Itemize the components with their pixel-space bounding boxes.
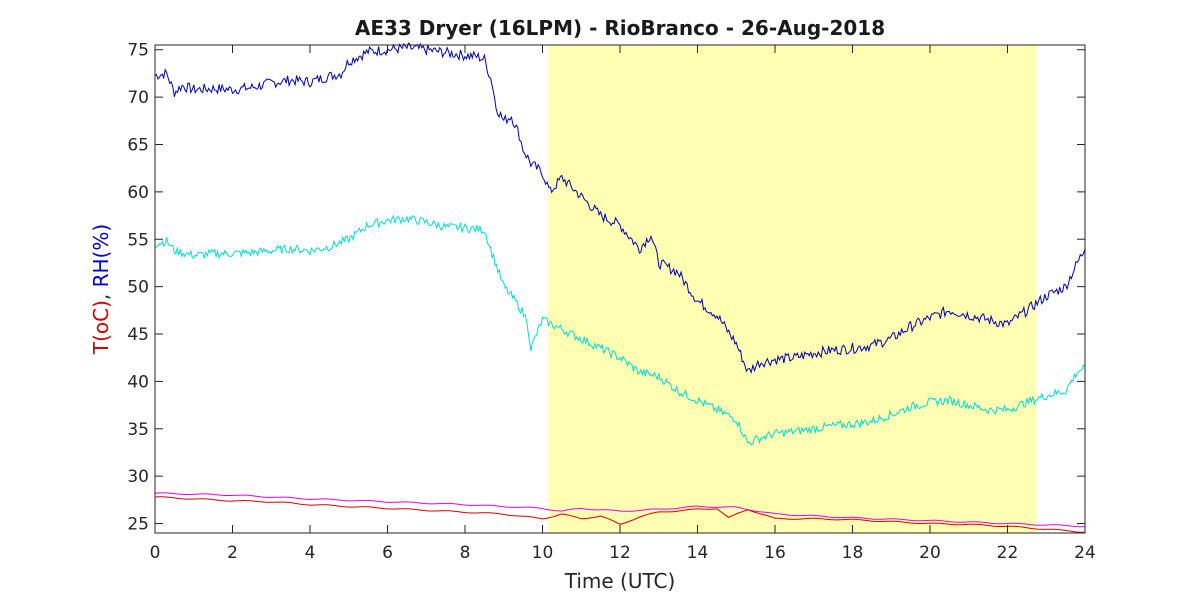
series-line-1 [154,42,1086,374]
y-axis: 25 30 35 40 45 50 55 60 65 70 75 [127,41,1085,535]
y-tick-label: 75 [127,41,149,61]
x-tick-label: 22 [997,543,1019,563]
y-tick-label: 35 [127,420,149,440]
y-tick-label: 45 [127,325,149,345]
x-tick-label: 0 [150,543,161,563]
y-tick-label: 40 [127,372,149,392]
x-tick-label: 6 [382,543,393,563]
y-axis-label: T(oC), RH(%) [89,224,113,355]
x-tick-label: 4 [305,543,316,563]
series-layer [154,42,1086,533]
x-tick-label: 16 [764,543,786,563]
x-tick-label: 24 [1074,543,1096,563]
x-tick-label: 20 [919,543,941,563]
chart-title: AE33 Dryer (16LPM) - RioBranco - 26-Aug-… [355,16,885,40]
y-axis-label-part-3: RH(%) [89,224,113,288]
highlight-band [548,45,1037,533]
series-line-3 [154,492,1086,528]
y-tick-label: 65 [127,135,149,155]
y-tick-label: 30 [127,467,149,487]
y-tick-label: 55 [127,230,149,250]
x-tick-label: 14 [687,543,709,563]
y-tick-label: 70 [127,88,149,108]
x-axis: 0 2 4 6 8 10 12 14 16 18 20 22 24 [150,45,1096,563]
x-tick-label: 12 [609,543,631,563]
x-tick-label: 8 [460,543,471,563]
y-tick-label: 60 [127,183,149,203]
y-tick-label: 50 [127,278,149,298]
x-axis-label: Time (UTC) [564,569,676,593]
y-tick-label: 25 [127,515,149,535]
series-line-2 [154,214,1086,446]
series-line-4 [154,496,1086,533]
x-tick-label: 18 [842,543,864,563]
y-axis-label-part-2: , [89,287,113,300]
x-tick-label: 2 [227,543,238,563]
x-tick-label: 10 [532,543,554,563]
y-axis-label-part-1: T(oC) [89,300,113,355]
